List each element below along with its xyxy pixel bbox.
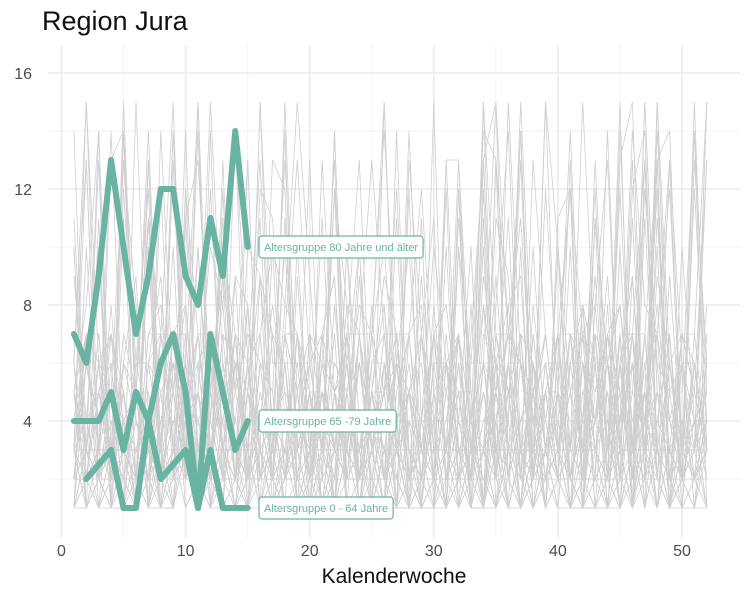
series-label-text: Altersgruppe 80 Jahre und älter: [264, 242, 418, 254]
background-line: [73, 101, 708, 510]
x-tick-label: 30: [425, 543, 443, 560]
background-line: [73, 130, 708, 510]
x-tick-label: 40: [549, 543, 567, 560]
series-label-2: Altersgruppe 0 - 64 Jahre: [258, 496, 394, 520]
series-labels: Altersgruppe 80 Jahre und älter Altersgru…: [258, 235, 424, 520]
y-tick-label: 8: [23, 298, 32, 315]
x-tick-label: 10: [177, 543, 195, 560]
series-label-0: Altersgruppe 80 Jahre und älter: [258, 235, 424, 259]
series-label-1: Altersgruppe 65 -79 Jahre: [258, 409, 397, 433]
highlight-lines: [70, 128, 251, 511]
y-tick-label: 12: [14, 182, 32, 199]
series-line-2: [83, 418, 251, 511]
background-lines: [73, 101, 708, 510]
y-tick-label: 4: [23, 414, 32, 431]
series-label-text: Altersgruppe 0 - 64 Jahre: [264, 503, 388, 515]
x-tick-label: 50: [673, 543, 691, 560]
background-line: [73, 101, 708, 510]
series-line-0: [70, 128, 251, 366]
series-label-box: [258, 235, 424, 259]
x-axis-title: Kalenderwoche: [322, 565, 467, 588]
series-label-text: Altersgruppe 65 -79 Jahre: [264, 416, 391, 428]
series-line-1: [70, 331, 251, 511]
axes: 4 8 12 16 0 10 20 30 40 50 Kalenderwoche: [14, 66, 691, 588]
background-line: [73, 101, 708, 510]
series-label-box: [258, 496, 394, 520]
x-tick-label: 20: [301, 543, 319, 560]
x-tick-label: 0: [57, 543, 66, 560]
chart-title: Region Jura: [42, 6, 188, 36]
y-tick-label: 16: [14, 66, 32, 83]
series-label-box: [258, 409, 397, 433]
background-line: [73, 101, 708, 510]
